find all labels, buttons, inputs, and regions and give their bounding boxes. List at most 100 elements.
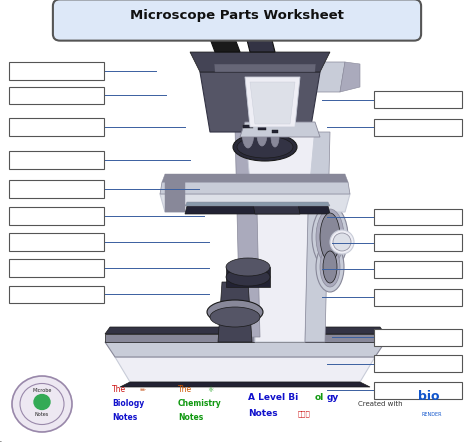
Bar bbox=[374, 209, 462, 225]
Bar bbox=[374, 289, 462, 306]
Polygon shape bbox=[310, 62, 345, 92]
Polygon shape bbox=[200, 12, 240, 52]
Ellipse shape bbox=[257, 122, 267, 146]
Bar bbox=[272, 130, 278, 133]
Text: Biology: Biology bbox=[112, 400, 144, 408]
Ellipse shape bbox=[244, 7, 250, 13]
Polygon shape bbox=[240, 122, 320, 137]
Bar bbox=[9, 207, 104, 225]
Polygon shape bbox=[340, 62, 360, 92]
Bar bbox=[9, 233, 104, 251]
Text: RENDER: RENDER bbox=[422, 412, 443, 416]
Bar bbox=[243, 102, 253, 132]
Text: ✏: ✏ bbox=[140, 387, 146, 393]
Polygon shape bbox=[245, 127, 315, 182]
Text: Microbe: Microbe bbox=[32, 388, 52, 392]
Circle shape bbox=[12, 376, 72, 432]
Ellipse shape bbox=[242, 116, 254, 148]
Ellipse shape bbox=[323, 251, 337, 283]
Polygon shape bbox=[200, 72, 320, 132]
Ellipse shape bbox=[207, 300, 263, 324]
Text: Microscope Parts Worksheet: Microscope Parts Worksheet bbox=[130, 8, 344, 22]
Text: bio: bio bbox=[418, 390, 439, 404]
Ellipse shape bbox=[316, 209, 344, 265]
Ellipse shape bbox=[237, 136, 293, 158]
Bar bbox=[9, 180, 104, 198]
Polygon shape bbox=[250, 127, 310, 342]
Ellipse shape bbox=[271, 127, 279, 147]
Text: The: The bbox=[178, 385, 192, 395]
Polygon shape bbox=[245, 77, 300, 127]
Polygon shape bbox=[162, 174, 348, 182]
FancyBboxPatch shape bbox=[53, 0, 421, 41]
Ellipse shape bbox=[274, 112, 280, 124]
Bar bbox=[374, 382, 462, 399]
Ellipse shape bbox=[226, 268, 270, 286]
Bar bbox=[258, 110, 266, 134]
Polygon shape bbox=[185, 206, 330, 214]
Polygon shape bbox=[105, 342, 385, 357]
Bar bbox=[9, 151, 104, 169]
Bar bbox=[226, 267, 270, 287]
Polygon shape bbox=[160, 194, 350, 212]
Polygon shape bbox=[190, 52, 330, 72]
Ellipse shape bbox=[320, 213, 340, 261]
Bar bbox=[374, 355, 462, 372]
Ellipse shape bbox=[226, 258, 270, 276]
Ellipse shape bbox=[241, 6, 265, 18]
Polygon shape bbox=[235, 127, 260, 337]
Polygon shape bbox=[105, 334, 385, 342]
Text: ⚛: ⚛ bbox=[207, 387, 213, 393]
Polygon shape bbox=[240, 12, 275, 52]
Polygon shape bbox=[185, 202, 330, 206]
Text: Notes: Notes bbox=[112, 414, 137, 423]
Bar bbox=[374, 234, 462, 251]
Polygon shape bbox=[165, 182, 185, 212]
Bar bbox=[9, 62, 104, 80]
Text: 〜〜〜: 〜〜〜 bbox=[298, 411, 311, 417]
Text: Chemistry: Chemistry bbox=[178, 400, 222, 408]
Polygon shape bbox=[253, 204, 300, 214]
Text: Notes: Notes bbox=[178, 414, 203, 423]
Text: A Level Bi: A Level Bi bbox=[248, 392, 298, 401]
Polygon shape bbox=[214, 64, 316, 72]
Ellipse shape bbox=[210, 307, 260, 327]
Ellipse shape bbox=[233, 133, 297, 161]
Text: Created with: Created with bbox=[358, 401, 402, 407]
Bar bbox=[258, 127, 266, 130]
Bar bbox=[9, 118, 104, 136]
Text: gy: gy bbox=[327, 392, 339, 401]
Ellipse shape bbox=[237, 4, 269, 20]
Text: Notes: Notes bbox=[248, 409, 278, 419]
Ellipse shape bbox=[333, 233, 351, 251]
Bar bbox=[9, 259, 104, 277]
Bar bbox=[374, 91, 462, 108]
Text: Notes: Notes bbox=[35, 412, 49, 416]
Ellipse shape bbox=[260, 103, 268, 117]
Ellipse shape bbox=[201, 6, 225, 18]
Polygon shape bbox=[120, 382, 370, 387]
Polygon shape bbox=[115, 357, 375, 382]
Ellipse shape bbox=[316, 242, 344, 292]
Circle shape bbox=[34, 395, 50, 409]
Polygon shape bbox=[160, 182, 350, 194]
Bar bbox=[374, 329, 462, 346]
Ellipse shape bbox=[245, 94, 255, 110]
Text: The: The bbox=[112, 385, 126, 395]
Bar bbox=[374, 261, 462, 278]
Polygon shape bbox=[305, 132, 330, 342]
Polygon shape bbox=[250, 82, 295, 124]
Bar bbox=[9, 286, 104, 303]
Text: ol: ol bbox=[315, 392, 324, 401]
Ellipse shape bbox=[320, 247, 340, 287]
Ellipse shape bbox=[312, 205, 348, 269]
Bar bbox=[243, 125, 253, 128]
Bar bbox=[374, 119, 462, 136]
Bar bbox=[9, 87, 104, 104]
Bar bbox=[272, 118, 278, 137]
Ellipse shape bbox=[330, 230, 354, 254]
Ellipse shape bbox=[197, 4, 229, 20]
Polygon shape bbox=[105, 327, 385, 334]
Polygon shape bbox=[218, 282, 252, 342]
Ellipse shape bbox=[204, 7, 210, 13]
